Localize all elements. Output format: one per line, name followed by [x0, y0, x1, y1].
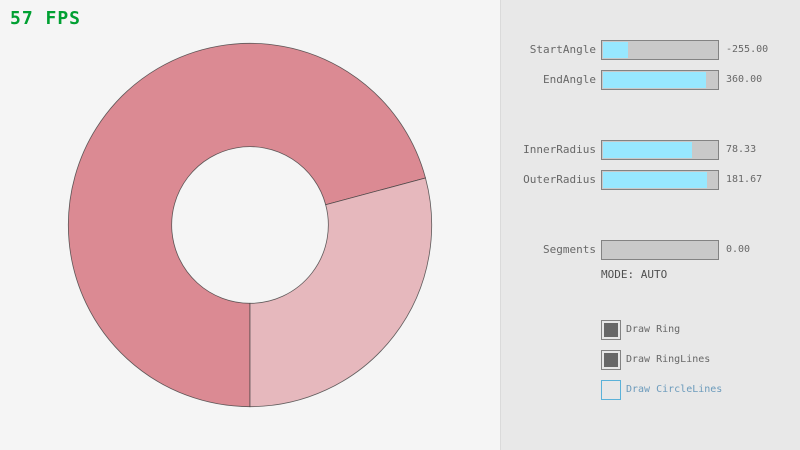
- slider-end-angle[interactable]: EndAngle 360.00: [501, 70, 800, 90]
- slider-inner-radius[interactable]: InnerRadius 78.33: [501, 140, 800, 160]
- checkbox-label: Draw Ring: [626, 324, 681, 335]
- slider-fill: [603, 42, 628, 58]
- slider-track[interactable]: [601, 240, 719, 260]
- slider-label: OuterRadius: [523, 173, 596, 186]
- slider-fill: [603, 142, 693, 158]
- slider-value: 360.00: [726, 74, 763, 85]
- slider-value: 0.00: [726, 244, 751, 255]
- mode-label: MODE: AUTO: [601, 268, 668, 281]
- ring-segment-single: [249, 177, 433, 408]
- slider-value: 78.33: [726, 144, 757, 155]
- ring-segment-overlap: [67, 42, 426, 408]
- slider-outer-radius[interactable]: OuterRadius 181.67: [501, 170, 800, 190]
- slider-value: 181.67: [726, 174, 763, 185]
- checkbox-check: [604, 353, 618, 367]
- slider-label: InnerRadius: [523, 143, 596, 156]
- checkbox-box[interactable]: [601, 380, 621, 400]
- checkbox-label: Draw CircleLines: [626, 384, 723, 395]
- checkbox-draw-ring-lines[interactable]: Draw RingLines: [601, 350, 800, 370]
- ring-canvas: [67, 42, 433, 408]
- checkbox-label: Draw RingLines: [626, 354, 711, 365]
- checkbox-draw-ring[interactable]: Draw Ring: [601, 320, 800, 340]
- slider-start-angle[interactable]: StartAngle -255.00: [501, 40, 800, 60]
- fps-counter: 57 FPS: [10, 8, 82, 29]
- slider-track[interactable]: [601, 70, 719, 90]
- slider-track[interactable]: [601, 40, 719, 60]
- slider-fill: [603, 172, 707, 188]
- checkbox-box[interactable]: [601, 350, 621, 370]
- slider-label: StartAngle: [529, 43, 596, 56]
- slider-track[interactable]: [601, 170, 719, 190]
- checkbox-check: [604, 323, 618, 337]
- checkbox-box[interactable]: [601, 320, 621, 340]
- slider-segments[interactable]: Segments 0.00: [501, 240, 800, 260]
- slider-fill: [603, 72, 706, 88]
- checkbox-draw-circle-lines[interactable]: Draw CircleLines: [601, 380, 800, 400]
- slider-value: -255.00: [726, 44, 769, 55]
- slider-label: EndAngle: [543, 73, 596, 86]
- slider-label: Segments: [543, 243, 596, 256]
- control-panel: StartAngle -255.00 EndAngle 360.00 Inner…: [500, 0, 800, 450]
- slider-track[interactable]: [601, 140, 719, 160]
